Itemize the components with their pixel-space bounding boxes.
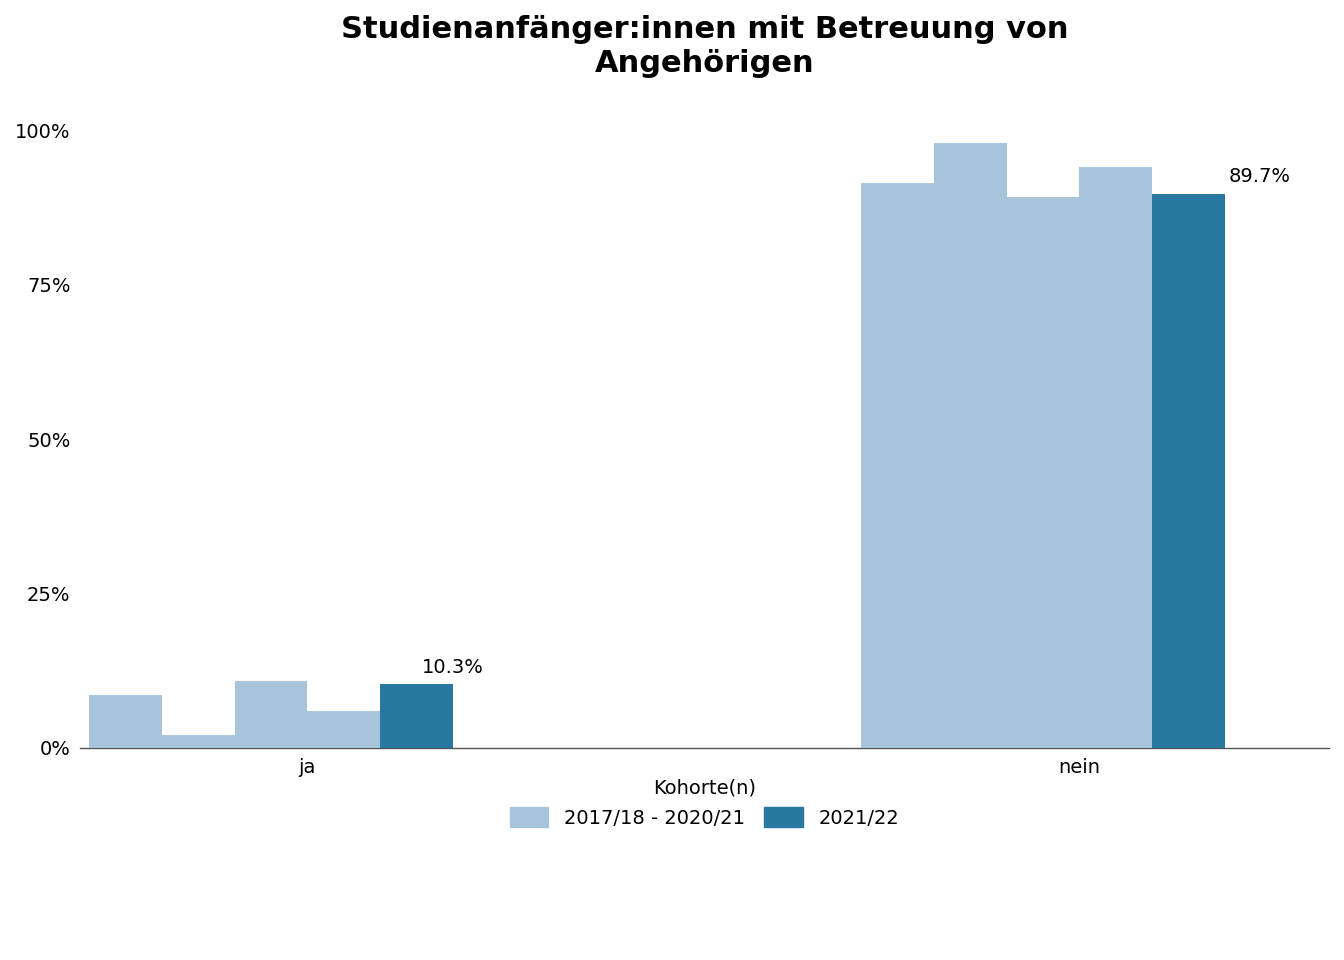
Bar bbox=[934, 143, 1007, 748]
Bar bbox=[163, 735, 235, 748]
Bar bbox=[862, 182, 934, 748]
Bar bbox=[1007, 197, 1079, 748]
Bar bbox=[1152, 194, 1224, 748]
Bar bbox=[89, 695, 163, 748]
Legend: 2017/18 - 2020/21, 2021/22: 2017/18 - 2020/21, 2021/22 bbox=[501, 771, 907, 835]
Text: 89.7%: 89.7% bbox=[1230, 167, 1292, 186]
Title: Studienanfänger:innen mit Betreuung von
Angehörigen: Studienanfänger:innen mit Betreuung von … bbox=[341, 15, 1068, 78]
Bar bbox=[380, 684, 453, 748]
Text: 10.3%: 10.3% bbox=[422, 658, 484, 677]
Bar bbox=[1079, 167, 1152, 748]
Bar bbox=[235, 682, 308, 748]
Bar bbox=[308, 710, 380, 748]
